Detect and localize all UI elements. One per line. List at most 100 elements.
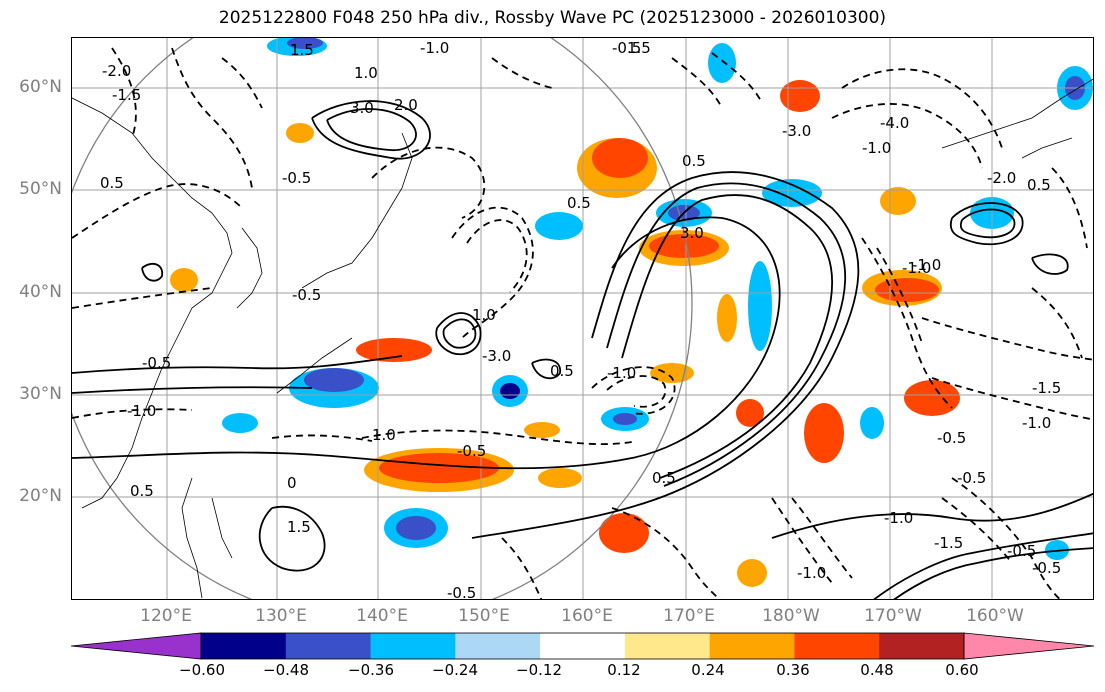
div-blob <box>538 468 582 488</box>
conv-blob <box>287 38 323 49</box>
contour-label: -1.0 <box>1022 414 1051 432</box>
conv-blob <box>860 407 884 439</box>
lon-label-180w: 180°W <box>762 606 820 626</box>
colorbar-tick: 0.48 <box>860 661 894 679</box>
colorbar-tick: −0.12 <box>516 661 562 679</box>
lon-label-160w: 160°W <box>966 606 1024 626</box>
colorbar-tick: −0.60 <box>179 661 225 679</box>
contour-label: -0.5 <box>142 354 171 372</box>
contour-label: -0.5 <box>292 286 321 304</box>
contour-label: -1.0 <box>797 564 826 582</box>
colorbar-tick: −0.48 <box>263 661 309 679</box>
contour-label: -0.5 <box>1007 542 1036 560</box>
lat-label-40n: 40°N <box>19 282 62 302</box>
contour-label: -0.5 <box>612 39 641 57</box>
colorbar-segment <box>455 633 541 659</box>
contour-label: -0.5 <box>447 584 476 600</box>
div-blob <box>592 138 648 178</box>
conv-blob <box>748 261 772 351</box>
contour-label: 1.0 <box>372 426 396 444</box>
conv-blob <box>396 516 436 540</box>
lon-label-160e: 160°E <box>561 606 613 626</box>
contour-label: -0.5 <box>957 469 986 487</box>
div-blob <box>524 422 560 438</box>
contour-label: -0.5 <box>937 429 966 447</box>
contour-label: 1.0 <box>354 64 378 82</box>
lon-label-130e: 130°E <box>255 606 307 626</box>
contours-dashed <box>72 47 1093 599</box>
colorbar-segment <box>794 633 880 659</box>
contour-label: -1.0 <box>912 256 941 274</box>
colorbar-segment <box>285 633 372 659</box>
div-blob <box>599 513 649 553</box>
div-blob <box>717 294 737 342</box>
contour-label: 0.5 <box>100 174 124 192</box>
div-blob <box>736 399 764 427</box>
contour-label: -1.0 <box>862 139 891 157</box>
div-blob <box>170 268 198 292</box>
lat-label-20n: 20°N <box>19 486 62 506</box>
colorbar-tick: −0.24 <box>432 661 478 679</box>
conv-blob <box>304 368 364 392</box>
contour-label: -3.0 <box>482 347 511 365</box>
divergence-shading <box>170 38 1093 587</box>
contour-label: 3.0 <box>350 99 374 117</box>
lon-label-120e: 120°E <box>140 606 192 626</box>
conv-blob <box>500 383 520 399</box>
contour-label: -1.0 <box>607 364 636 382</box>
lat-label-50n: 50°N <box>19 179 62 199</box>
colorbar-tick: 0.12 <box>607 661 641 679</box>
colorbar-extend-low <box>70 632 202 660</box>
colorbar-segment <box>879 633 965 659</box>
div-blob <box>904 380 960 416</box>
conv-blob <box>613 413 637 425</box>
contour-label: 0.5 <box>550 362 574 380</box>
div-blob <box>649 234 719 258</box>
contour-labels: 1.5 -1.0 -2.0 -1.5 1.0 3.0 2.0 -0.5 0.5 … <box>100 39 1061 600</box>
div-blob <box>875 278 939 302</box>
contour-label: 0 <box>287 474 297 492</box>
div-blob <box>286 123 314 143</box>
map-panel: 1.5 -1.0 -2.0 -1.5 1.0 3.0 2.0 -0.5 0.5 … <box>71 37 1094 600</box>
contour-label: -3.0 <box>782 122 811 140</box>
colorbar-segment <box>540 633 626 659</box>
contour-label: -4.0 <box>880 114 909 132</box>
contour-label: 0.5 <box>1027 176 1051 194</box>
colorbar-outline <box>200 632 965 660</box>
contour-label: 3.0 <box>680 224 704 242</box>
div-blob <box>780 80 820 112</box>
lon-label-140e: 140°E <box>356 606 408 626</box>
contour-label: -0.5 <box>1032 559 1061 577</box>
contour-label: 0.5 <box>682 152 706 170</box>
contour-label: 1.0 <box>472 306 496 324</box>
colorbar-tick: 0.60 <box>945 661 979 679</box>
colorbar-extend-high <box>963 632 1095 660</box>
colorbar-tick: 0.24 <box>691 661 725 679</box>
contour-label: -1.0 <box>902 259 931 277</box>
contour-label: -1.5 <box>112 86 141 104</box>
contour-label: -1.5 <box>1032 379 1061 397</box>
contour-label: 0.5 <box>130 482 154 500</box>
contour-label: -2.0 <box>102 62 131 80</box>
lon-label-170e: 170°E <box>663 606 715 626</box>
colorbar-segment <box>370 633 456 659</box>
colorbar-segment <box>709 633 795 659</box>
contours-solid <box>72 100 1093 599</box>
div-blob <box>379 453 499 483</box>
reference-circle <box>72 38 693 599</box>
contour-label: 0.5 <box>567 194 591 212</box>
lon-label-170w: 170°W <box>864 606 922 626</box>
lon-label-150e: 150°E <box>458 606 510 626</box>
colorbar-segment <box>201 633 287 659</box>
div-blob <box>737 559 767 587</box>
chart-title: 2025122800 F048 250 hPa div., Rossby Wav… <box>218 8 887 28</box>
contour-label: -1.0 <box>127 402 156 420</box>
contour-label: -1.0 <box>420 39 449 57</box>
conv-blob <box>708 43 736 83</box>
contour-label: 0.5 <box>652 469 676 487</box>
contour-label: -2.0 <box>987 169 1016 187</box>
div-blob <box>356 338 432 362</box>
contour-label: 1.5 <box>287 518 311 536</box>
map-canvas: 1.5 -1.0 -2.0 -1.5 1.0 3.0 2.0 -0.5 0.5 … <box>72 38 1093 600</box>
colorbar <box>70 632 1095 660</box>
